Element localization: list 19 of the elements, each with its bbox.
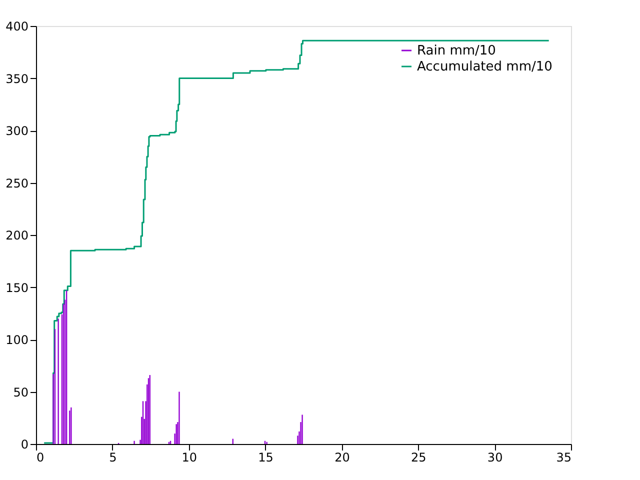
y-tick-label: 300 [6,124,28,138]
legend-label: Accumulated mm/10 [417,60,552,74]
x-tick-label: 20 [334,450,350,464]
y-tick-label: 0 [20,438,28,452]
y-tick-label: 250 [6,176,28,190]
legend-label: Rain mm/10 [417,44,496,58]
x-tick-label: 35 [556,450,572,464]
y-tick-label: 400 [6,20,28,34]
x-tick-label: 10 [182,450,197,464]
x-tick-label: 30 [487,450,503,464]
y-tick-label: 350 [6,72,28,86]
y-tick-label: 50 [13,385,28,400]
x-tick-label: 25 [411,450,426,464]
x-tick-label: 5 [109,450,117,464]
x-tick-label: 15 [258,450,274,464]
y-tick-label: 150 [6,280,28,295]
y-tick-label: 200 [6,228,28,242]
x-tick-label: 0 [36,450,44,464]
y-tick-label: 100 [6,333,28,347]
